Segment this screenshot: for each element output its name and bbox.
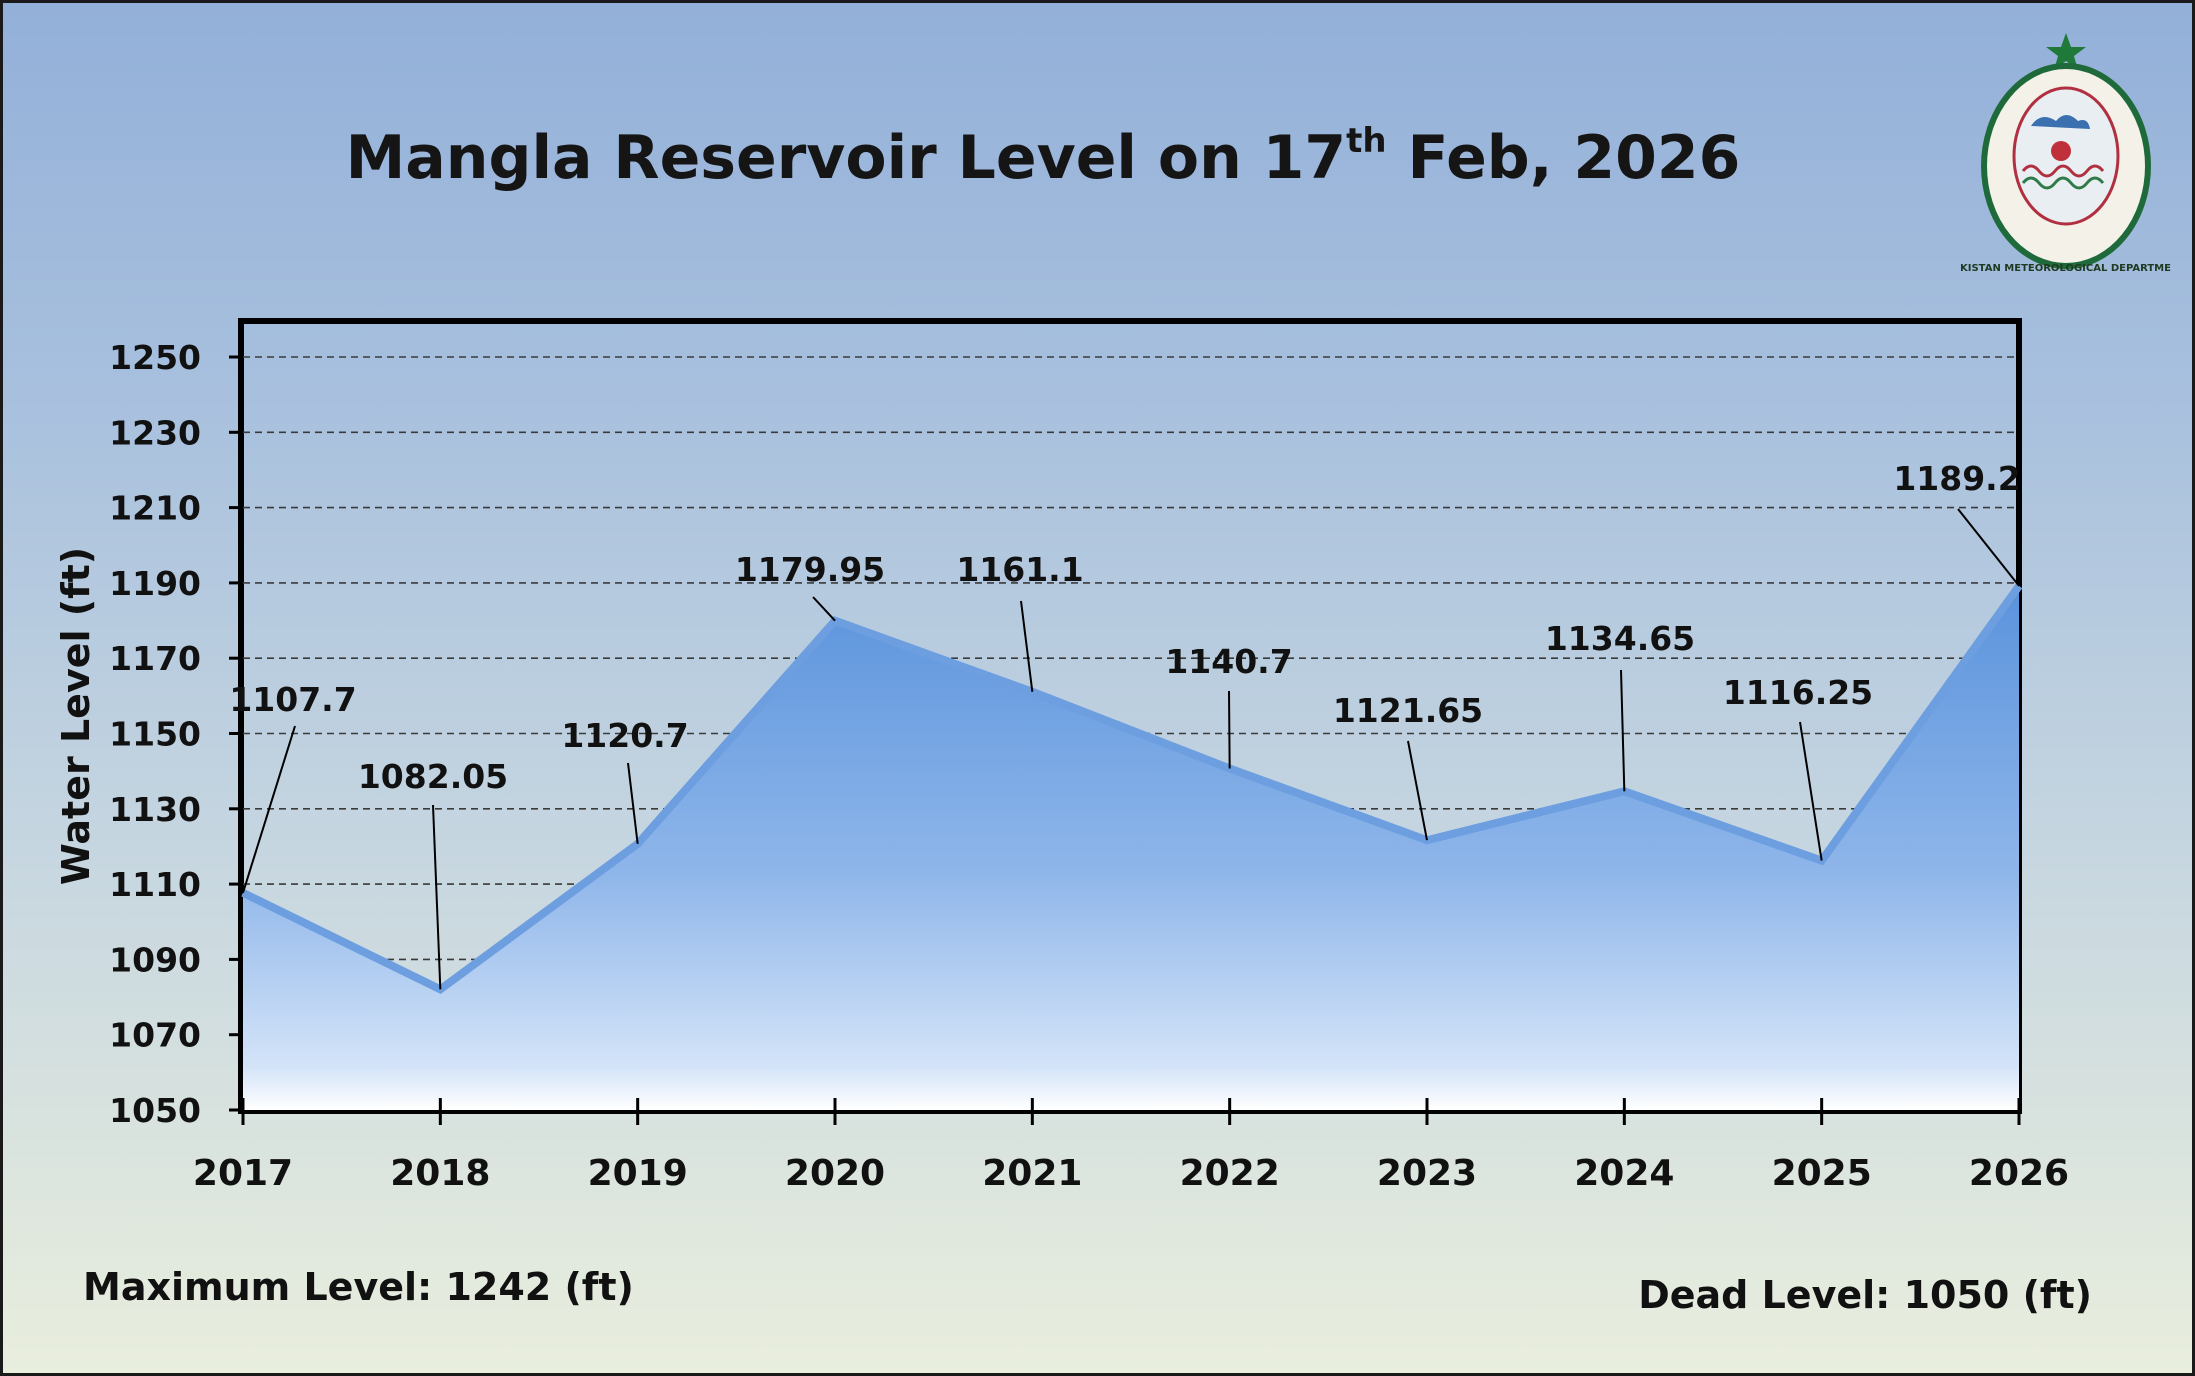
dead-level-note: Dead Level: 1050 (ft) (1638, 1273, 2092, 1317)
logo-star-icon (2046, 33, 2086, 70)
x-tick-label: 2018 (390, 1153, 490, 1194)
y-tick-label: 1210 (109, 489, 201, 528)
x-tick-label: 2019 (588, 1153, 688, 1194)
series-line (241, 583, 2023, 994)
data-label: 1179.95 (735, 550, 885, 589)
x-tick-label: 2026 (1969, 1153, 2069, 1194)
y-tick-label: 1110 (109, 865, 201, 904)
pmd-logo: PAKISTAN METEOROLOGICAL DEPARTMENT (1961, 33, 2171, 274)
maximum-level-note: Maximum Level: 1242 (ft) (83, 1265, 634, 1309)
leader-line (432, 804, 442, 990)
x-tick-label: 2023 (1377, 1153, 1477, 1194)
leader-line (1957, 508, 2020, 587)
reservoir-chart: 1050 1070 1090 1110 1130 1150 1170 1190 1210 1230… (54, 318, 2069, 1194)
leader-line (1799, 721, 1823, 861)
y-tick-label: 1050 (109, 1091, 201, 1130)
series-area (243, 585, 2019, 1110)
data-label: 1140.7 (1165, 642, 1292, 681)
leader-line (242, 725, 296, 894)
data-label-leaders (242, 508, 2020, 990)
svg-text:PAKISTAN METEOROLOGICAL DEPART: PAKISTAN METEOROLOGICAL DEPARTMENT (1961, 263, 2171, 274)
leader-line (627, 762, 639, 844)
x-tick-label: 2022 (1180, 1153, 1280, 1194)
y-tick-label: 1150 (109, 715, 201, 754)
y-tick-label: 1090 (109, 940, 201, 979)
data-label: 1116.25 (1723, 673, 1873, 712)
x-tick-label: 2025 (1772, 1153, 1872, 1194)
chart-title: Mangla Reservoir Level on 17th Feb, 2026 (345, 121, 1741, 193)
y-tick-labels: 1050 1070 1090 1110 1130 1150 1170 1190 1210 1230… (109, 338, 201, 1130)
y-tick-label: 1170 (109, 639, 201, 678)
x-tick-label: 2024 (1574, 1153, 1674, 1194)
data-label: 1082.05 (358, 757, 508, 796)
leader-line (812, 596, 836, 622)
data-label: 1121.65 (1333, 691, 1483, 730)
y-tick-label: 1230 (109, 413, 201, 452)
y-tick-label: 1190 (109, 564, 201, 603)
y-tick-label: 1130 (109, 790, 201, 829)
data-label: 1107.7 (229, 680, 356, 719)
data-label: 1134.65 (1545, 619, 1695, 658)
leader-line (1407, 740, 1428, 841)
x-tick-labels: 2017 2018 2019 2020 2021 2022 2023 2024 2025 2026 (193, 1098, 2069, 1194)
x-tick-label: 2017 (193, 1153, 293, 1194)
y-tick-label: 1070 (109, 1016, 201, 1055)
data-label: 1189.2 (1893, 459, 2020, 498)
x-tick-label: 2020 (785, 1153, 885, 1194)
data-label: 1161.1 (956, 550, 1083, 589)
x-tick-label: 2021 (982, 1153, 1082, 1194)
leader-line (1620, 669, 1626, 792)
leader-line (1020, 600, 1034, 692)
y-axis-label: Water Level (ft) (54, 547, 98, 885)
leader-line (1228, 690, 1231, 769)
data-label: 1120.7 (561, 716, 688, 755)
y-tick-label: 1250 (109, 338, 201, 377)
